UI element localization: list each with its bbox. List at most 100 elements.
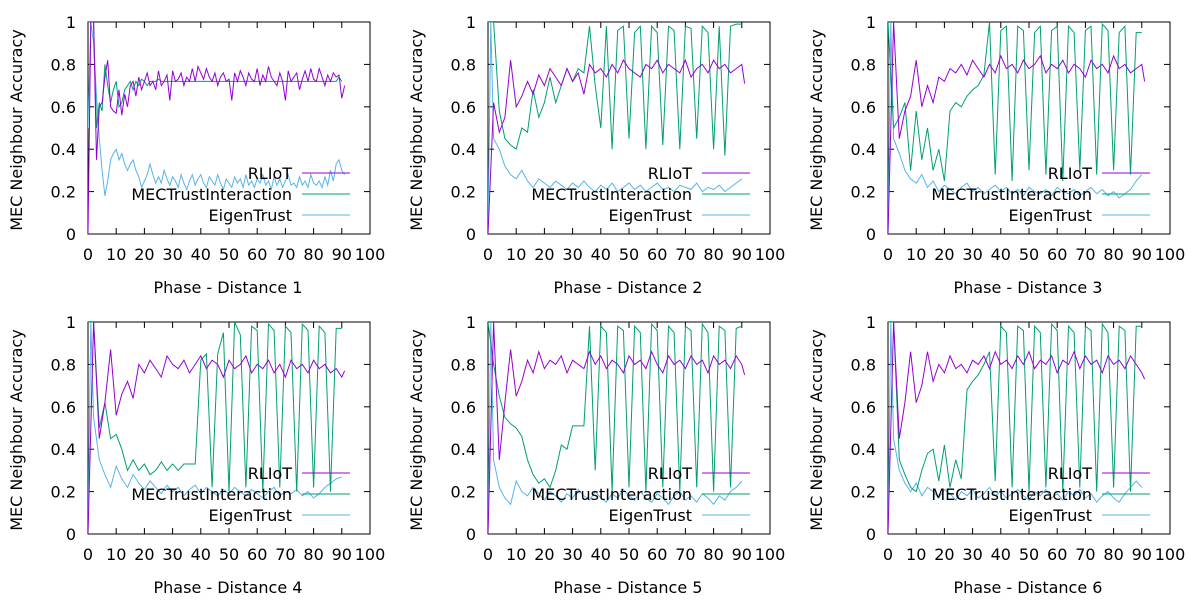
y-axis-label: MEC Neighbour Accuracy xyxy=(807,329,826,531)
x-tick-label: 90 xyxy=(332,245,352,264)
y-tick-label: 0.4 xyxy=(51,440,76,459)
series-line-mectrustinteraction xyxy=(488,22,742,156)
series-line-mectrustinteraction xyxy=(888,22,1142,182)
legend-label: MECTrustInteraction xyxy=(531,185,692,204)
y-tick-label: 1 xyxy=(866,313,876,332)
series-line-mectrustinteraction xyxy=(88,22,343,129)
series-line-eigentrust xyxy=(88,22,346,196)
series-line-rliot xyxy=(488,58,746,234)
x-tick-label: 50 xyxy=(619,245,639,264)
series-line-mectrustinteraction xyxy=(488,322,742,492)
x-tick-label: 80 xyxy=(1103,545,1123,564)
x-tick-label: 20 xyxy=(934,545,954,564)
y-tick-label: 0.6 xyxy=(51,98,76,117)
x-tick-label: 30 xyxy=(962,545,982,564)
legend-label: RLIoT xyxy=(1048,464,1093,483)
legend-label: MECTrustInteraction xyxy=(131,185,292,204)
x-tick-label: 100 xyxy=(755,245,786,264)
legend-label: EigenTrust xyxy=(1009,506,1092,525)
y-tick-label: 0.4 xyxy=(451,440,476,459)
x-tick-label: 50 xyxy=(219,245,239,264)
y-axis-label: MEC Neighbour Accuracy xyxy=(807,29,826,231)
x-axis-label: Phase - Distance 2 xyxy=(554,278,703,297)
x-tick-label: 30 xyxy=(162,245,182,264)
x-tick-label: 60 xyxy=(1047,245,1067,264)
x-tick-label: 60 xyxy=(247,245,267,264)
x-tick-label: 70 xyxy=(1075,545,1095,564)
x-tick-label: 50 xyxy=(219,545,239,564)
series-line-rliot xyxy=(888,322,1146,534)
chart-panel-2: 00.20.40.60.810 10 20 30 40 50 60 70 80 90 100Phas… xyxy=(407,13,785,297)
y-axis-label: MEC Neighbour Accuracy xyxy=(7,29,26,231)
y-tick-label: 0.2 xyxy=(851,483,876,502)
x-tick-label: 90 xyxy=(1132,545,1152,564)
y-tick-label: 0.4 xyxy=(451,140,476,159)
x-tick-label: 100 xyxy=(355,245,386,264)
y-tick-label: 0.4 xyxy=(51,140,76,159)
y-tick-label: 0.8 xyxy=(451,355,476,374)
x-tick-label: 40 xyxy=(191,245,211,264)
legend-label: EigenTrust xyxy=(209,206,292,225)
x-tick-label: 100 xyxy=(755,545,786,564)
x-tick-label: 20 xyxy=(934,245,954,264)
series-line-eigentrust xyxy=(888,22,1143,234)
x-tick-label: 50 xyxy=(1019,245,1039,264)
x-tick-label: 40 xyxy=(991,245,1011,264)
x-tick-label: 50 xyxy=(1019,545,1039,564)
x-tick-label: 20 xyxy=(134,245,154,264)
x-tick-label: 0 xyxy=(483,245,493,264)
x-axis-label: Phase - Distance 1 xyxy=(154,278,303,297)
x-tick-label: 0 xyxy=(883,245,893,264)
series-line-rliot xyxy=(88,22,346,234)
x-tick-label: 80 xyxy=(303,545,323,564)
x-tick-label: 10 xyxy=(106,545,126,564)
x-tick-label: 40 xyxy=(991,545,1011,564)
y-tick-label: 0 xyxy=(66,525,76,544)
y-tick-label: 0.6 xyxy=(451,98,476,117)
y-tick-label: 1 xyxy=(66,13,76,32)
legend-label: EigenTrust xyxy=(1009,206,1092,225)
y-tick-label: 1 xyxy=(466,313,476,332)
x-tick-label: 90 xyxy=(732,245,752,264)
legend-label: MECTrustInteraction xyxy=(931,185,1092,204)
x-tick-label: 0 xyxy=(83,545,93,564)
series-line-eigentrust xyxy=(88,322,342,534)
x-tick-label: 60 xyxy=(247,545,267,564)
y-axis-label: MEC Neighbour Accuracy xyxy=(407,29,426,231)
x-tick-label: 30 xyxy=(162,545,182,564)
legend-label: EigenTrust xyxy=(609,206,692,225)
series-line-rliot xyxy=(488,322,746,534)
y-tick-label: 0 xyxy=(466,225,476,244)
chart-panel-3: 00.20.40.60.810 10 20 30 40 50 60 70 80 90 100Phas… xyxy=(807,13,1185,297)
legend-label: RLIoT xyxy=(248,164,293,183)
x-axis-label: Phase - Distance 4 xyxy=(154,578,303,597)
y-tick-label: 0.4 xyxy=(851,140,876,159)
y-tick-label: 1 xyxy=(466,13,476,32)
x-tick-label: 40 xyxy=(591,245,611,264)
y-tick-label: 1 xyxy=(66,313,76,332)
x-tick-label: 30 xyxy=(962,245,982,264)
x-tick-label: 100 xyxy=(1155,545,1186,564)
chart-panel-5: 00.20.40.60.810 10 20 30 40 50 60 70 80 90 100Phas… xyxy=(407,313,785,597)
y-tick-label: 1 xyxy=(866,13,876,32)
y-tick-label: 0.6 xyxy=(51,398,76,417)
y-tick-label: 0 xyxy=(66,225,76,244)
y-tick-label: 0.6 xyxy=(851,398,876,417)
y-axis-label: MEC Neighbour Accuracy xyxy=(407,329,426,531)
series-line-mectrustinteraction xyxy=(88,322,342,492)
y-tick-label: 0.8 xyxy=(851,355,876,374)
y-tick-label: 0.2 xyxy=(451,183,476,202)
x-tick-label: 80 xyxy=(303,245,323,264)
y-axis-label: MEC Neighbour Accuracy xyxy=(7,329,26,531)
x-tick-label: 20 xyxy=(134,545,154,564)
x-tick-label: 0 xyxy=(883,545,893,564)
x-tick-label: 0 xyxy=(83,245,93,264)
x-tick-label: 10 xyxy=(506,545,526,564)
series-line-eigentrust xyxy=(488,22,743,234)
x-tick-label: 70 xyxy=(1075,245,1095,264)
y-tick-label: 0.2 xyxy=(451,483,476,502)
legend-label: EigenTrust xyxy=(609,506,692,525)
series-line-mectrustinteraction xyxy=(888,322,1142,493)
y-tick-label: 0.6 xyxy=(851,98,876,117)
